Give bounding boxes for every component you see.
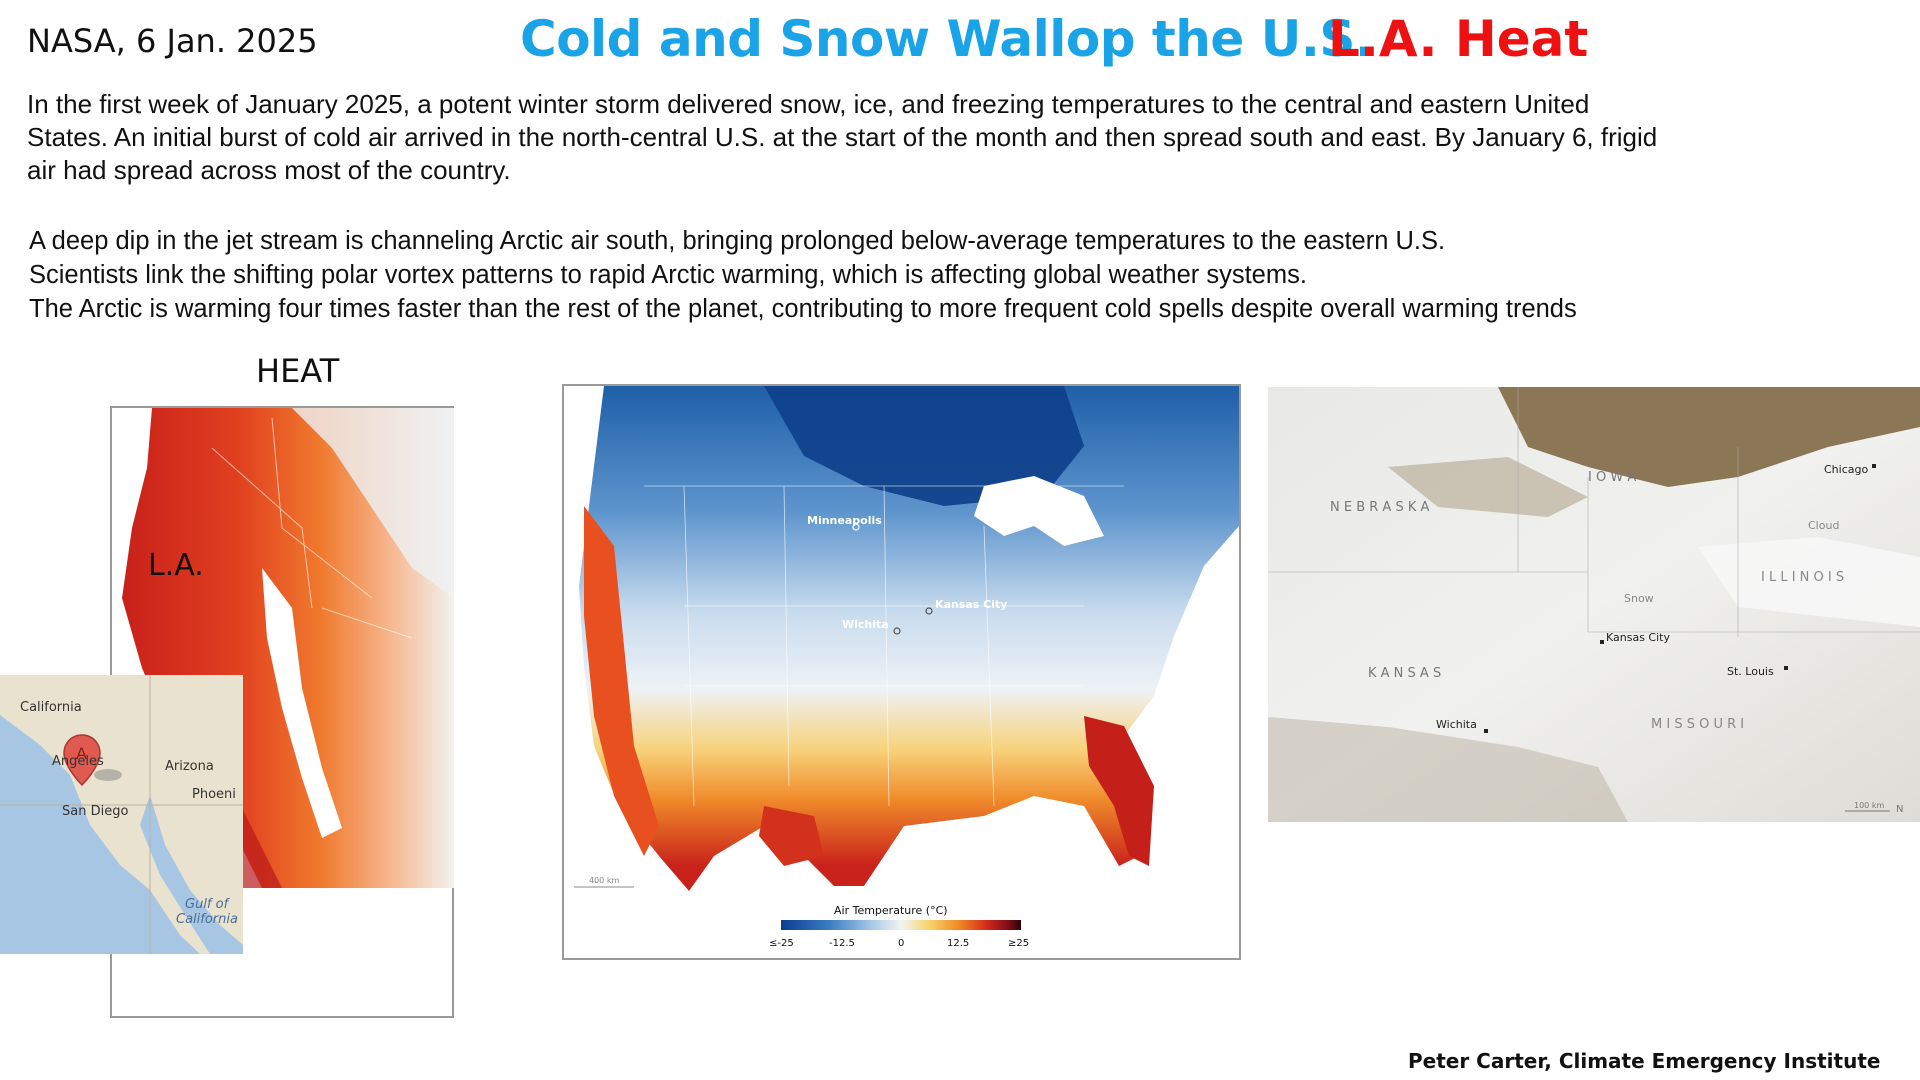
state-label-iowa: I O W A xyxy=(1588,470,1636,485)
city-label-st-louis: St. Louis xyxy=(1727,665,1774,678)
city-marker-minneapolis xyxy=(852,523,860,531)
legend-tick: 12.5 xyxy=(947,938,969,949)
inset-label-angeles: Angeles xyxy=(52,754,104,769)
great-lakes xyxy=(974,476,1104,546)
city-label-wichita: Wichita xyxy=(842,618,889,631)
legend-tick: ≥25 xyxy=(1008,938,1029,949)
legend-tick: ≤-25 xyxy=(769,938,794,949)
legend-tick: -12.5 xyxy=(829,938,855,949)
city-label-chicago: Chicago xyxy=(1824,463,1868,476)
annotation-snow: Snow xyxy=(1624,592,1654,605)
key-points: A deep dip in the jet stream is channeli… xyxy=(29,224,1809,326)
city-label-minneapolis: Minneapolis xyxy=(807,514,882,527)
slide-title: Cold and Snow Wallop the U.S. xyxy=(520,10,1374,68)
state-label-missouri: M I S S O U R I xyxy=(1651,717,1744,732)
source-date: NASA, 6 Jan. 2025 xyxy=(27,22,318,60)
satellite-snow-map: N E B R A S K A I O W A I L L I N O I S … xyxy=(1268,387,1920,822)
city-marker-wichita xyxy=(893,627,901,635)
state-label-kansas: K A N S A S xyxy=(1368,666,1441,681)
slide-title-heat: L.A. Heat xyxy=(1328,10,1589,68)
inset-label-gulf-2: California xyxy=(176,912,238,927)
map-marker-icon xyxy=(63,734,101,787)
air-temperature-map: Minneapolis Kansas City Wichita 400 km A… xyxy=(564,386,1239,958)
city-label-kansas-city: Kansas City xyxy=(1606,631,1670,644)
state-label-illinois: I L L I N O I S xyxy=(1761,570,1844,585)
scale-bar-label: 100 km xyxy=(1854,801,1884,810)
la-label: L.A. xyxy=(148,548,204,583)
author-credit: Peter Carter, Climate Emergency Institut… xyxy=(1408,1049,1881,1073)
key-point: The Arctic is warming four times faster … xyxy=(29,295,1577,323)
city-label-wichita: Wichita xyxy=(1436,718,1477,731)
inset-label-san-diego: San Diego xyxy=(62,804,128,819)
inset-label-phoenix: Phoeni xyxy=(192,787,236,802)
north-arrow-icon: N xyxy=(1896,804,1903,815)
la-location-inset-map: A California Arizona Angeles Phoeni San … xyxy=(0,675,243,954)
legend-tick: 0 xyxy=(898,938,904,949)
inset-label-california: California xyxy=(20,700,82,715)
intro-paragraph: In the first week of January 2025, a pot… xyxy=(27,88,1807,187)
legend-color-bar xyxy=(781,920,1021,930)
inset-label-arizona: Arizona xyxy=(165,759,214,774)
city-marker-kansas-city xyxy=(925,607,933,615)
intro-line: In the first week of January 2025, a pot… xyxy=(27,89,1590,119)
intro-line: States. An initial burst of cold air arr… xyxy=(27,122,1658,152)
inset-label-gulf: Gulf of xyxy=(185,897,231,912)
state-label-nebraska: N E B R A S K A xyxy=(1330,500,1429,515)
key-point: Scientists link the shifting polar vorte… xyxy=(29,261,1307,289)
scale-bar-label: 400 km xyxy=(589,876,619,885)
heat-heading: HEAT xyxy=(256,352,340,390)
marker-letter: A xyxy=(76,744,87,763)
key-point: A deep dip in the jet stream is channeli… xyxy=(29,227,1446,255)
city-label-kansas-city: Kansas City xyxy=(935,598,1007,611)
legend-title: Air Temperature (°C) xyxy=(834,904,948,917)
annotation-cloud: Cloud xyxy=(1808,519,1839,532)
intro-line: air had spread across most of the countr… xyxy=(27,155,511,185)
